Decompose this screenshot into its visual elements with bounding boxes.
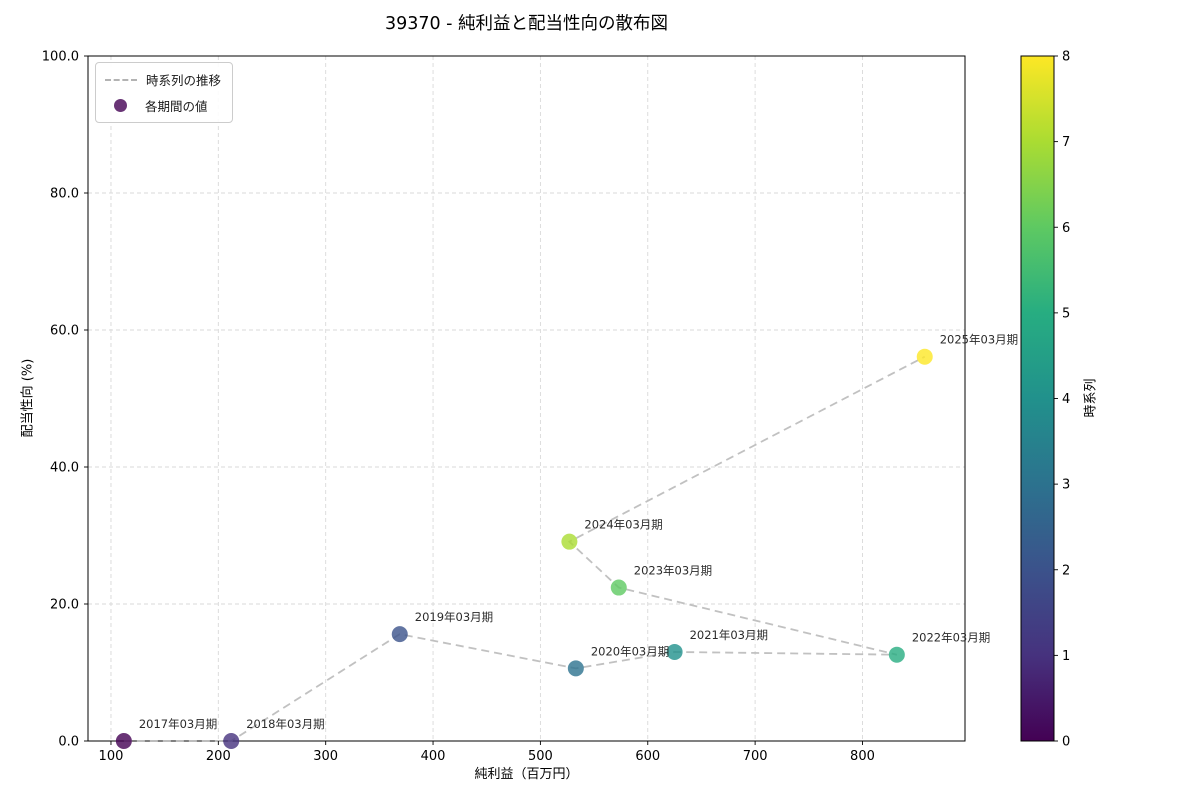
scatter-point: [391, 626, 408, 643]
point-annotation: 2017年03月期: [139, 717, 217, 731]
legend-item-label: 各期間の値: [145, 99, 208, 114]
point-annotation: 2022年03月期: [912, 631, 990, 645]
legend-item-marker: 各期間の値: [105, 96, 221, 115]
y-tick-label: 60.0: [50, 324, 79, 339]
legend-item-line: 時系列の推移: [105, 70, 221, 89]
colorbar-label: 時系列: [1083, 378, 1099, 418]
scatter-point: [916, 348, 933, 365]
x-tick-label: 600: [635, 749, 660, 764]
point-annotation: 2021年03月期: [690, 628, 768, 642]
y-tick-label: 80.0: [50, 187, 79, 202]
legend: 時系列の推移 各期間の値: [95, 62, 234, 123]
x-tick-label: 200: [206, 749, 231, 764]
scatter-point: [888, 646, 905, 663]
colorbar-tick-label: 5: [1062, 306, 1070, 321]
scatter-point: [223, 733, 240, 749]
dashed-line-sample-icon: [105, 78, 137, 81]
point-annotation: 2020年03月期: [591, 644, 669, 658]
y-tick-label: 40.0: [50, 461, 79, 476]
point-annotation: 2019年03月期: [415, 610, 493, 624]
y-tick-label: 20.0: [50, 598, 79, 613]
scatter-point: [115, 733, 132, 749]
scatter-point: [561, 533, 578, 550]
colorbar-tick-label: 2: [1062, 563, 1070, 578]
time-series-line: [123, 355, 926, 742]
x-tick-label: 500: [528, 749, 553, 764]
colorbar-tick-label: 8: [1062, 50, 1070, 65]
plot-border: [87, 55, 966, 742]
x-tick-label: 300: [313, 749, 338, 764]
y-tick-label: 0.0: [58, 735, 79, 750]
x-tick-label: 800: [850, 749, 875, 764]
colorbar-tick-label: 1: [1062, 649, 1070, 664]
x-tick-label: 700: [743, 749, 768, 764]
x-tick-label: 400: [421, 749, 446, 764]
colorbar-tick-label: 0: [1062, 735, 1070, 750]
scatter-point: [567, 660, 584, 677]
x-tick-label: 100: [99, 749, 124, 764]
point-annotation: 2018年03月期: [246, 717, 324, 731]
legend-item-label: 時系列の推移: [146, 73, 222, 88]
colorbar-tick-label: 7: [1062, 135, 1070, 150]
point-annotation: 2023年03月期: [634, 564, 712, 578]
y-axis-label: 配当性向 (%): [20, 358, 36, 438]
y-tick-label: 100.0: [42, 50, 79, 65]
colorbar: [1021, 56, 1054, 741]
scatter-point: [666, 643, 683, 660]
colorbar-tick-label: 6: [1062, 221, 1070, 236]
colorbar-tick-label: 3: [1062, 478, 1070, 493]
scatter-point: [610, 579, 627, 596]
point-annotation: 2024年03月期: [584, 518, 662, 532]
point-annotation: 2025年03月期: [940, 333, 1018, 347]
chart-title: 39370 - 純利益と配当性向の散布図: [384, 14, 669, 34]
colorbar-tick-label: 4: [1062, 392, 1070, 407]
x-axis-label: 純利益（百万円）: [474, 767, 579, 782]
marker-sample-icon: [114, 99, 127, 112]
